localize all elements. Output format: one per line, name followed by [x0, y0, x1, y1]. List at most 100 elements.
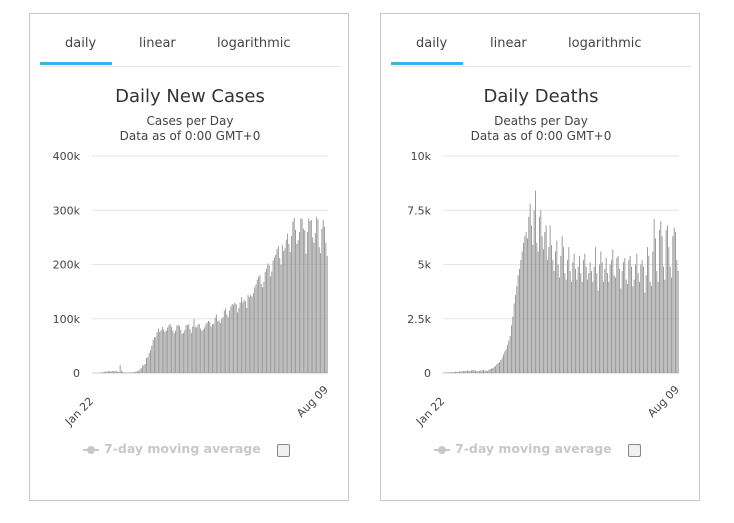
data-bar[interactable]	[144, 363, 146, 373]
data-bar[interactable]	[177, 324, 179, 373]
data-bar[interactable]	[584, 253, 586, 373]
data-bar[interactable]	[449, 372, 451, 373]
data-bar[interactable]	[156, 332, 158, 373]
data-bar[interactable]	[567, 260, 568, 373]
data-bar[interactable]	[464, 370, 466, 373]
data-bar[interactable]	[625, 279, 627, 373]
data-bar[interactable]	[544, 231, 546, 373]
data-bar[interactable]	[194, 326, 196, 373]
data-bar[interactable]	[676, 260, 678, 373]
data-bar[interactable]	[471, 370, 472, 373]
data-bar[interactable]	[326, 255, 328, 373]
data-bar[interactable]	[572, 262, 574, 373]
data-bar[interactable]	[284, 248, 286, 373]
data-bar[interactable]	[613, 275, 615, 373]
data-bar[interactable]	[520, 260, 522, 373]
data-bar[interactable]	[111, 370, 113, 373]
data-bar[interactable]	[477, 371, 479, 373]
data-bar[interactable]	[318, 247, 320, 373]
data-bar[interactable]	[507, 344, 508, 373]
data-bar[interactable]	[289, 252, 291, 373]
data-bar[interactable]	[118, 371, 120, 373]
data-bar[interactable]	[663, 266, 664, 373]
data-bar[interactable]	[503, 354, 504, 373]
data-bar[interactable]	[317, 219, 319, 373]
data-bar[interactable]	[623, 262, 624, 373]
data-bar[interactable]	[164, 331, 166, 373]
data-bar[interactable]	[132, 372, 134, 373]
data-bar[interactable]	[508, 340, 510, 373]
data-bar[interactable]	[581, 281, 583, 373]
data-bar[interactable]	[653, 218, 655, 373]
data-bar[interactable]	[256, 279, 258, 373]
data-bar[interactable]	[556, 240, 558, 373]
data-bar[interactable]	[131, 372, 133, 373]
data-bar[interactable]	[593, 266, 595, 373]
data-bar[interactable]	[306, 231, 308, 373]
data-bar[interactable]	[254, 287, 256, 373]
data-bar[interactable]	[106, 371, 108, 373]
data-bar[interactable]	[448, 372, 450, 373]
data-bar[interactable]	[580, 273, 582, 373]
data-bar[interactable]	[215, 314, 217, 373]
data-bar[interactable]	[229, 310, 231, 373]
data-bar[interactable]	[231, 304, 233, 373]
data-bar[interactable]	[637, 273, 639, 373]
data-bar[interactable]	[672, 236, 674, 373]
data-bar[interactable]	[105, 371, 107, 373]
data-bar[interactable]	[219, 323, 221, 373]
data-bar[interactable]	[577, 266, 579, 373]
data-bar[interactable]	[119, 364, 121, 373]
data-bar[interactable]	[543, 249, 544, 373]
data-bar[interactable]	[677, 271, 679, 373]
data-bar[interactable]	[122, 371, 124, 373]
data-bar[interactable]	[308, 218, 310, 373]
data-bar[interactable]	[188, 324, 190, 373]
data-bar[interactable]	[281, 244, 283, 373]
data-bar[interactable]	[192, 326, 194, 373]
data-bar[interactable]	[138, 370, 140, 373]
data-bar[interactable]	[607, 273, 608, 373]
data-bar[interactable]	[599, 264, 600, 374]
data-bar[interactable]	[252, 293, 254, 373]
data-bar[interactable]	[527, 238, 528, 373]
data-bar[interactable]	[288, 243, 290, 373]
data-bar[interactable]	[279, 257, 281, 373]
data-bar[interactable]	[291, 235, 293, 373]
data-bar[interactable]	[571, 281, 572, 373]
data-bar[interactable]	[649, 281, 651, 373]
data-bar[interactable]	[237, 312, 238, 373]
data-bar[interactable]	[647, 247, 648, 373]
data-bar[interactable]	[305, 253, 307, 373]
data-bar[interactable]	[457, 371, 459, 373]
data-bar[interactable]	[225, 308, 227, 373]
data-bar[interactable]	[205, 324, 207, 373]
data-bar[interactable]	[631, 266, 632, 373]
data-bar[interactable]	[293, 217, 295, 373]
data-bar[interactable]	[240, 297, 242, 373]
data-bar[interactable]	[627, 284, 628, 373]
data-bar[interactable]	[547, 260, 548, 373]
data-bar[interactable]	[272, 260, 274, 373]
tab-logarithmic[interactable]: logarithmic	[217, 36, 291, 51]
data-bar[interactable]	[481, 370, 483, 373]
data-bar[interactable]	[202, 329, 204, 373]
data-bar[interactable]	[487, 371, 488, 373]
data-bar[interactable]	[661, 236, 663, 373]
data-bar[interactable]	[280, 264, 282, 374]
data-bar[interactable]	[298, 231, 300, 373]
data-bar[interactable]	[588, 273, 590, 373]
data-bar[interactable]	[525, 231, 527, 373]
tab-linear[interactable]: linear	[139, 36, 176, 51]
data-bar[interactable]	[304, 230, 306, 373]
data-bar[interactable]	[605, 257, 607, 373]
data-bar[interactable]	[273, 257, 275, 373]
data-bar[interactable]	[234, 302, 236, 373]
data-bar[interactable]	[247, 294, 249, 373]
data-bar[interactable]	[155, 337, 157, 373]
data-bar[interactable]	[297, 240, 299, 373]
data-bar[interactable]	[172, 330, 174, 373]
data-bar[interactable]	[469, 370, 471, 373]
data-bar[interactable]	[316, 216, 318, 373]
data-bar[interactable]	[295, 229, 296, 373]
